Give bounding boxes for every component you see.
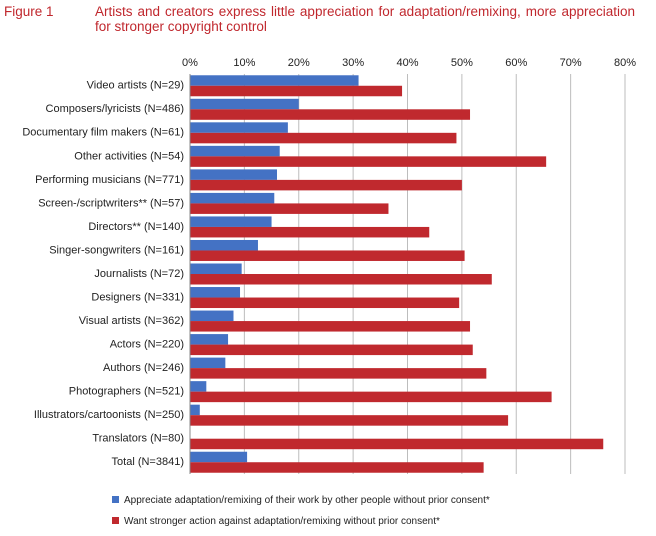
figure-label: Figure 1: [4, 4, 54, 19]
bars: [190, 75, 604, 473]
bar-stronger-action: [190, 321, 471, 332]
category-labels: Video artists (N=29) Composers/lyricists …: [22, 80, 184, 468]
legend-swatch-red: [112, 517, 119, 524]
bar-appreciate: [190, 263, 242, 274]
bar-stronger-action: [190, 203, 389, 214]
x-tick-label: 70%: [560, 57, 582, 69]
x-tick-label: 50%: [451, 57, 473, 69]
bar-appreciate: [190, 404, 200, 416]
category-label: Other activities (N=54): [74, 150, 184, 162]
bar-appreciate: [190, 451, 248, 463]
category-label: Documentary film makers (N=61): [22, 127, 184, 139]
category-label: Performing musicians (N=771): [35, 174, 184, 186]
bar-stronger-action: [190, 297, 460, 309]
bar-stronger-action: [190, 462, 484, 473]
bar-appreciate: [190, 216, 272, 227]
legend-entry-appreciate: Appreciate adaptation/remixing of their …: [112, 495, 490, 506]
bar-stronger-action: [190, 438, 604, 450]
bar-appreciate: [190, 192, 275, 204]
bar-stronger-action: [190, 109, 471, 120]
bar-appreciate: [190, 122, 288, 133]
category-label: Directors** (N=140): [88, 221, 184, 233]
bar-appreciate: [190, 334, 229, 345]
category-label: Total (N=3841): [112, 456, 184, 468]
category-label: Translators (N=80): [92, 433, 184, 445]
legend-label-appreciate: Appreciate adaptation/remixing of their …: [124, 495, 490, 506]
bar-stronger-action: [190, 368, 487, 379]
legend-label-stronger-action: Want stronger action against adaptation/…: [124, 516, 440, 527]
bar-stronger-action: [190, 274, 492, 285]
x-tick-label: 30%: [342, 57, 364, 69]
category-label: Composers/lyricists (N=486): [46, 103, 184, 115]
bar-appreciate: [190, 169, 277, 180]
bar-appreciate: [190, 98, 299, 110]
bar-stronger-action: [190, 415, 509, 426]
category-label: Actors (N=220): [110, 338, 184, 350]
bar-stronger-action: [190, 179, 462, 191]
x-tick-label: 10%: [233, 57, 255, 69]
legend-entry-stronger-action: Want stronger action against adaptation/…: [112, 516, 440, 527]
bar-appreciate: [190, 357, 226, 369]
bar-stronger-action: [190, 132, 457, 144]
bar-appreciate: [190, 145, 280, 157]
category-label: Video artists (N=29): [87, 80, 184, 92]
bar-stronger-action: [190, 391, 552, 403]
bar-stronger-action: [190, 156, 547, 167]
bar-stronger-action: [190, 85, 403, 97]
category-label: Screen-/scriptwriters** (N=57): [38, 197, 184, 209]
x-tick-label: 20%: [288, 57, 310, 69]
category-label: Authors (N=246): [103, 362, 184, 374]
x-tick-label: 0%: [182, 57, 198, 69]
category-label: Illustrators/cartoonists (N=250): [34, 409, 184, 421]
bar-stronger-action: [190, 250, 465, 261]
category-label: Designers (N=331): [91, 291, 184, 303]
bar-appreciate: [190, 239, 258, 251]
bar-stronger-action: [190, 226, 430, 238]
figure-title: Artists and creators express little appr…: [95, 4, 635, 34]
category-label: Photographers (N=521): [69, 386, 184, 398]
x-tick-label: 80%: [614, 57, 636, 69]
bar-appreciate: [190, 310, 234, 322]
x-axis-tick-labels: 0% 10% 20% 30% 40% 50% 60% 70% 80%: [182, 57, 636, 69]
category-label: Visual artists (N=362): [79, 315, 184, 327]
bar-stronger-action: [190, 344, 473, 356]
bar-appreciate: [190, 287, 241, 298]
legend-swatch-blue: [112, 496, 119, 503]
x-tick-label: 40%: [396, 57, 418, 69]
category-label: Singer-songwriters (N=161): [49, 244, 184, 256]
bar-appreciate: [190, 75, 359, 86]
bar-appreciate: [190, 381, 207, 392]
category-label: Journalists (N=72): [94, 268, 184, 280]
x-tick-label: 60%: [505, 57, 527, 69]
